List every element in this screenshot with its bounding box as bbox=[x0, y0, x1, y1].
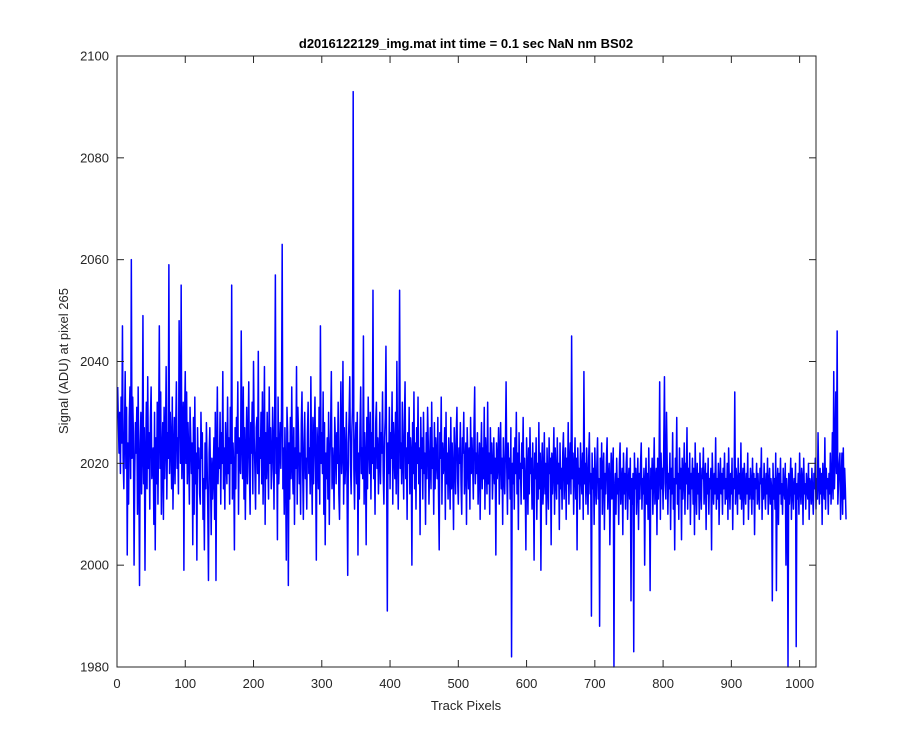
x-tick-label: 900 bbox=[721, 676, 743, 691]
x-tick-label: 100 bbox=[174, 676, 196, 691]
y-tick-label: 2000 bbox=[80, 558, 109, 573]
plot-area bbox=[117, 56, 816, 667]
x-tick-label: 200 bbox=[243, 676, 265, 691]
x-tick-label: 1000 bbox=[785, 676, 814, 691]
y-tick-label: 2040 bbox=[80, 354, 109, 369]
y-tick-label: 2060 bbox=[80, 252, 109, 267]
chart-title: d2016122129_img.mat int time = 0.1 sec N… bbox=[299, 36, 633, 51]
x-tick-label: 0 bbox=[113, 676, 120, 691]
y-tick-label: 2100 bbox=[80, 49, 109, 64]
x-axis-ticks: 0 100 200 300 400 500 600 700 800 900 1000 bbox=[113, 56, 814, 691]
x-tick-label: 800 bbox=[652, 676, 674, 691]
y-axis-label: Signal (ADU) at pixel 265 bbox=[56, 288, 71, 434]
x-tick-label: 400 bbox=[379, 676, 401, 691]
y-tick-label: 2020 bbox=[80, 456, 109, 471]
series-line-1 bbox=[116, 90, 847, 668]
x-tick-label: 300 bbox=[311, 676, 333, 691]
x-tick-label: 700 bbox=[584, 676, 606, 691]
x-tick-label: 600 bbox=[516, 676, 538, 691]
y-tick-label: 2080 bbox=[80, 150, 109, 165]
series-layer bbox=[116, 90, 847, 668]
y-tick-label: 1980 bbox=[80, 660, 109, 675]
y-axis-ticks: 1980 2000 2020 2040 2060 2080 2100 bbox=[80, 49, 816, 675]
x-tick-label: 500 bbox=[447, 676, 469, 691]
x-axis-label: Track Pixels bbox=[431, 698, 502, 713]
